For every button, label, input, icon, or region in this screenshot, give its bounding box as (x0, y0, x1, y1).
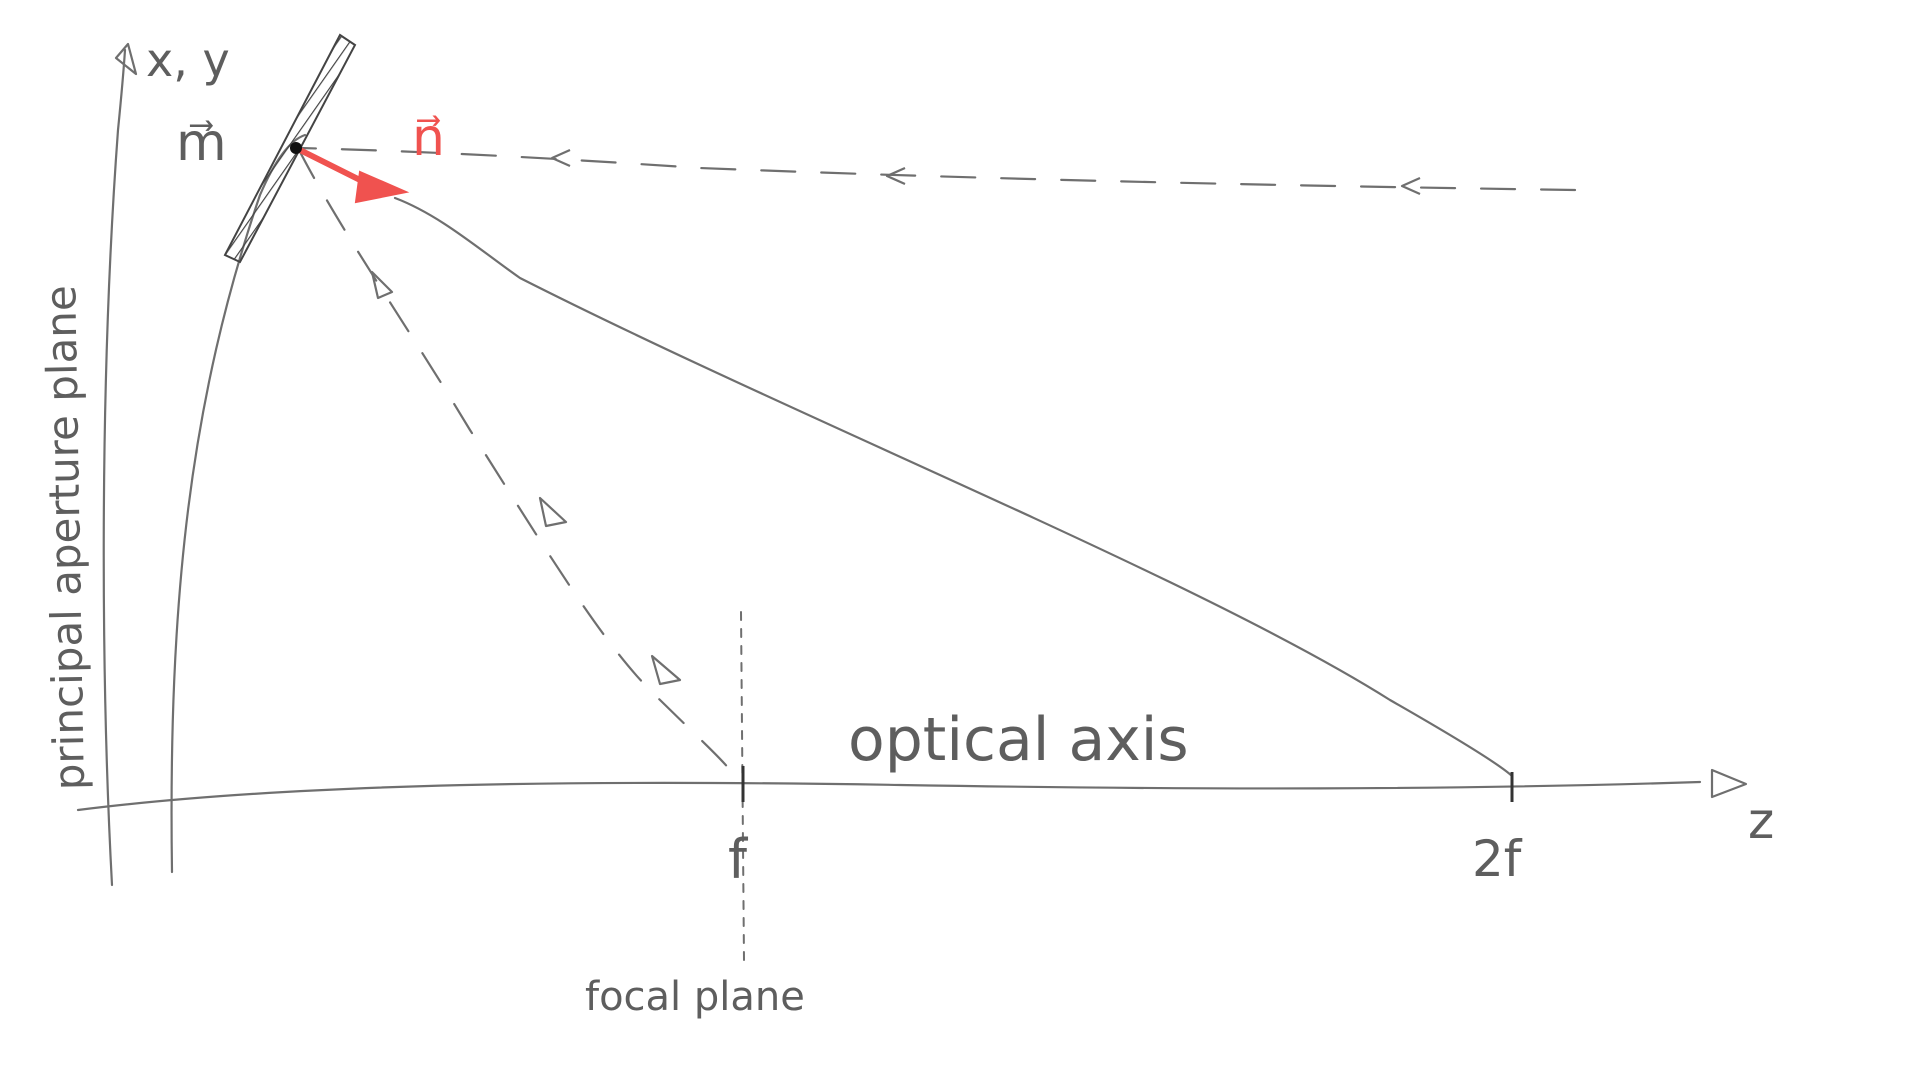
focal-tick-label: f (728, 828, 749, 891)
aperture-plane-label: principal aperture plane (36, 285, 94, 791)
xy-axis-arrowhead (114, 42, 138, 76)
radius-curve (393, 196, 1514, 778)
reflected-ray-arrow-1 (370, 270, 394, 300)
incoming-ray (298, 146, 1577, 192)
mirror-point (290, 142, 302, 154)
incoming-ray-arrow-2 (885, 166, 906, 186)
reflected-ray (296, 146, 732, 772)
normal-vector-head (354, 170, 410, 204)
mirror-vector-label: m⃗ (176, 113, 227, 173)
reflected-ray-arrow-2 (538, 496, 568, 528)
reflected-ray-arrow-3 (650, 654, 682, 686)
aperture-plane-axis (102, 48, 127, 887)
focal-plane-label: focal plane (585, 974, 805, 1020)
optical-axis-label: optical axis (848, 705, 1189, 775)
optical-axis-line (76, 780, 1702, 812)
xy-axis-label: x, y (146, 33, 230, 87)
z-axis-arrowhead (1710, 768, 1748, 799)
incoming-ray-arrow-3 (550, 148, 571, 168)
normal-vector-label: n⃗ (412, 108, 445, 168)
double-focal-tick-label: 2f (1472, 830, 1523, 888)
mirror-hatching (223, 33, 357, 264)
incoming-ray-arrow-1 (1400, 176, 1421, 196)
z-axis-label: z (1748, 792, 1774, 850)
